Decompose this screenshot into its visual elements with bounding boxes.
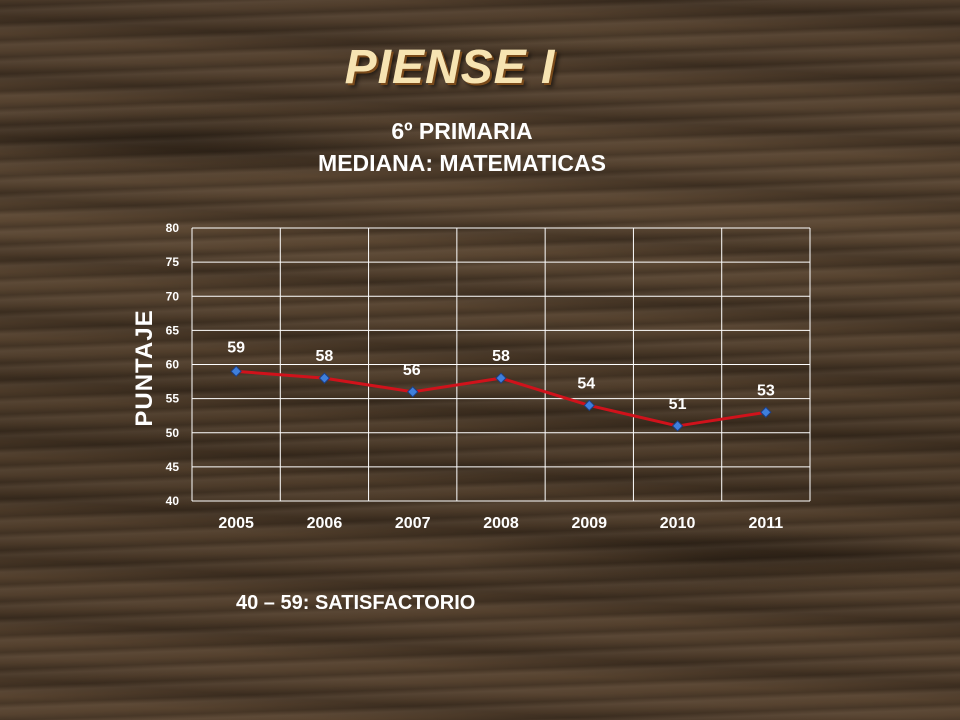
y-tick-label: 65 bbox=[166, 323, 180, 337]
data-label: 59 bbox=[227, 339, 245, 356]
x-tick-label: 2010 bbox=[660, 515, 696, 532]
slide-title: PIENSE I bbox=[344, 41, 556, 94]
x-tick-label: 2008 bbox=[483, 515, 519, 532]
data-point-marker bbox=[495, 372, 507, 384]
y-tick-label: 80 bbox=[166, 221, 180, 235]
data-label: 51 bbox=[669, 396, 687, 413]
y-tick-label: 50 bbox=[166, 426, 180, 440]
chart-grid bbox=[191, 227, 811, 502]
x-tick-label: 2007 bbox=[395, 515, 431, 532]
y-tick-label: 45 bbox=[166, 460, 180, 474]
data-label: 54 bbox=[577, 375, 595, 392]
x-axis-ticks: 2005 2006 2007 2008 2009 2010 2011 bbox=[218, 515, 783, 532]
data-label: 58 bbox=[316, 348, 334, 365]
data-point-marker bbox=[230, 365, 242, 378]
chart-subtitle: MEDIANA: MATEMATICAS bbox=[318, 150, 606, 176]
chart-title: 6º PRIMARIA bbox=[391, 118, 533, 144]
y-tick-label: 70 bbox=[166, 289, 180, 303]
data-point-marker bbox=[583, 399, 595, 412]
data-point-marker bbox=[318, 372, 331, 384]
data-label: 58 bbox=[492, 348, 510, 365]
x-tick-label: 2009 bbox=[571, 515, 607, 532]
data-point-marker bbox=[760, 406, 772, 418]
y-tick-label: 60 bbox=[166, 358, 180, 372]
x-tick-label: 2006 bbox=[307, 515, 343, 532]
y-tick-label: 55 bbox=[166, 392, 180, 406]
y-axis-label: PUNTAJE bbox=[131, 309, 158, 426]
data-point-marker bbox=[671, 420, 684, 432]
x-tick-label: 2005 bbox=[218, 515, 254, 532]
data-label: 53 bbox=[757, 382, 775, 399]
y-tick-label: 40 bbox=[166, 494, 180, 508]
data-label: 56 bbox=[403, 362, 421, 379]
series-markers bbox=[230, 365, 772, 432]
footer-note: 40 – 59: SATISFACTORIO bbox=[236, 592, 476, 614]
data-point-marker bbox=[407, 386, 419, 398]
y-axis-ticks: 40 45 50 55 60 65 70 75 80 bbox=[166, 221, 180, 508]
y-tick-label: 75 bbox=[166, 255, 180, 269]
data-labels: 59 58 56 58 54 51 53 bbox=[227, 339, 775, 413]
x-tick-label: 2011 bbox=[748, 515, 783, 532]
